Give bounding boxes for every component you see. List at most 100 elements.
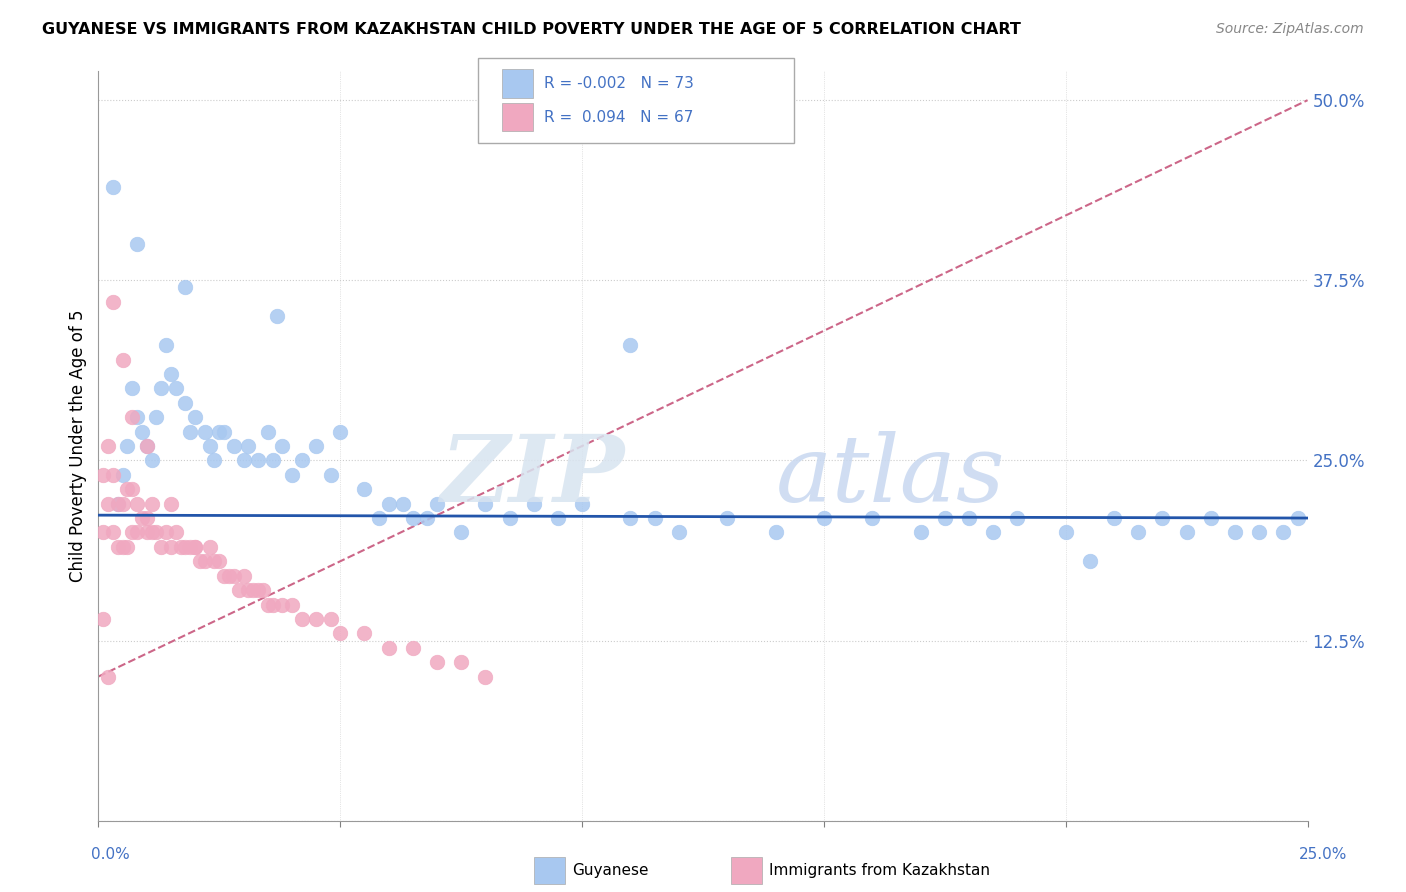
Point	[1102, 511, 1125, 525]
Point	[353, 626, 375, 640]
Point	[141, 497, 163, 511]
Point	[813, 511, 835, 525]
Point	[416, 511, 439, 525]
Point	[238, 583, 260, 598]
Point	[121, 381, 143, 395]
Text: R = -0.002   N = 73: R = -0.002 N = 73	[544, 76, 695, 91]
Point	[571, 497, 593, 511]
Point	[174, 540, 197, 554]
Point	[121, 482, 143, 496]
Point	[910, 525, 932, 540]
Point	[426, 497, 449, 511]
Point	[1007, 511, 1029, 525]
Point	[1199, 511, 1222, 525]
Point	[184, 410, 207, 425]
Point	[135, 511, 157, 525]
Text: atlas: atlas	[776, 431, 1005, 521]
Point	[174, 396, 197, 410]
Point	[121, 410, 143, 425]
Point	[165, 381, 187, 395]
Point	[127, 525, 149, 540]
Text: Immigrants from Kazakhstan: Immigrants from Kazakhstan	[769, 863, 990, 878]
Point	[668, 525, 690, 540]
Point	[1249, 525, 1271, 540]
Point	[232, 568, 254, 582]
Point	[135, 439, 157, 453]
Point	[91, 525, 114, 540]
Point	[111, 352, 134, 367]
Point	[194, 554, 217, 568]
Point	[107, 497, 129, 511]
Point	[117, 540, 139, 554]
Point	[281, 467, 304, 482]
Point	[450, 525, 472, 540]
Point	[619, 511, 641, 525]
Point	[208, 425, 231, 439]
Point	[121, 525, 143, 540]
Point	[204, 554, 226, 568]
Point	[392, 497, 415, 511]
Point	[716, 511, 738, 525]
Point	[1078, 554, 1101, 568]
Point	[290, 453, 312, 467]
Point	[619, 338, 641, 352]
Point	[111, 540, 134, 554]
Point	[498, 511, 520, 525]
Point	[127, 410, 149, 425]
Point	[141, 525, 163, 540]
Point	[290, 612, 312, 626]
Point	[247, 453, 270, 467]
Point	[262, 598, 284, 612]
Point	[319, 467, 342, 482]
Point	[97, 669, 120, 683]
Point	[981, 525, 1004, 540]
Point	[228, 583, 250, 598]
Text: 0.0%: 0.0%	[91, 847, 131, 862]
Point	[160, 367, 183, 381]
Point	[212, 568, 235, 582]
Point	[377, 497, 399, 511]
Point	[91, 612, 114, 626]
Point	[179, 425, 201, 439]
Point	[305, 612, 328, 626]
Point	[160, 497, 183, 511]
Point	[523, 497, 546, 511]
Point	[150, 381, 173, 395]
Text: GUYANESE VS IMMIGRANTS FROM KAZAKHSTAN CHILD POVERTY UNDER THE AGE OF 5 CORRELAT: GUYANESE VS IMMIGRANTS FROM KAZAKHSTAN C…	[42, 22, 1021, 37]
Point	[150, 540, 173, 554]
Point	[131, 511, 153, 525]
Text: 25.0%: 25.0%	[1299, 847, 1347, 862]
Point	[141, 453, 163, 467]
Point	[319, 612, 342, 626]
Point	[97, 497, 120, 511]
Point	[1175, 525, 1198, 540]
Point	[107, 497, 129, 511]
Point	[281, 598, 304, 612]
Point	[402, 640, 425, 655]
Point	[160, 540, 183, 554]
Point	[198, 540, 221, 554]
Point	[271, 439, 294, 453]
Point	[145, 525, 167, 540]
Text: R =  0.094   N = 67: R = 0.094 N = 67	[544, 110, 693, 125]
Point	[184, 540, 207, 554]
Point	[198, 439, 221, 453]
Point	[117, 482, 139, 496]
Point	[188, 554, 211, 568]
Point	[169, 540, 191, 554]
Point	[111, 467, 134, 482]
Point	[135, 439, 157, 453]
Point	[934, 511, 956, 525]
Point	[174, 280, 197, 294]
Point	[127, 497, 149, 511]
Point	[353, 482, 375, 496]
Point	[131, 425, 153, 439]
Text: Source: ZipAtlas.com: Source: ZipAtlas.com	[1216, 22, 1364, 37]
Point	[238, 439, 260, 453]
Point	[765, 525, 787, 540]
Point	[222, 439, 245, 453]
Point	[101, 179, 124, 194]
Point	[127, 237, 149, 252]
Point	[547, 511, 569, 525]
Point	[242, 583, 264, 598]
